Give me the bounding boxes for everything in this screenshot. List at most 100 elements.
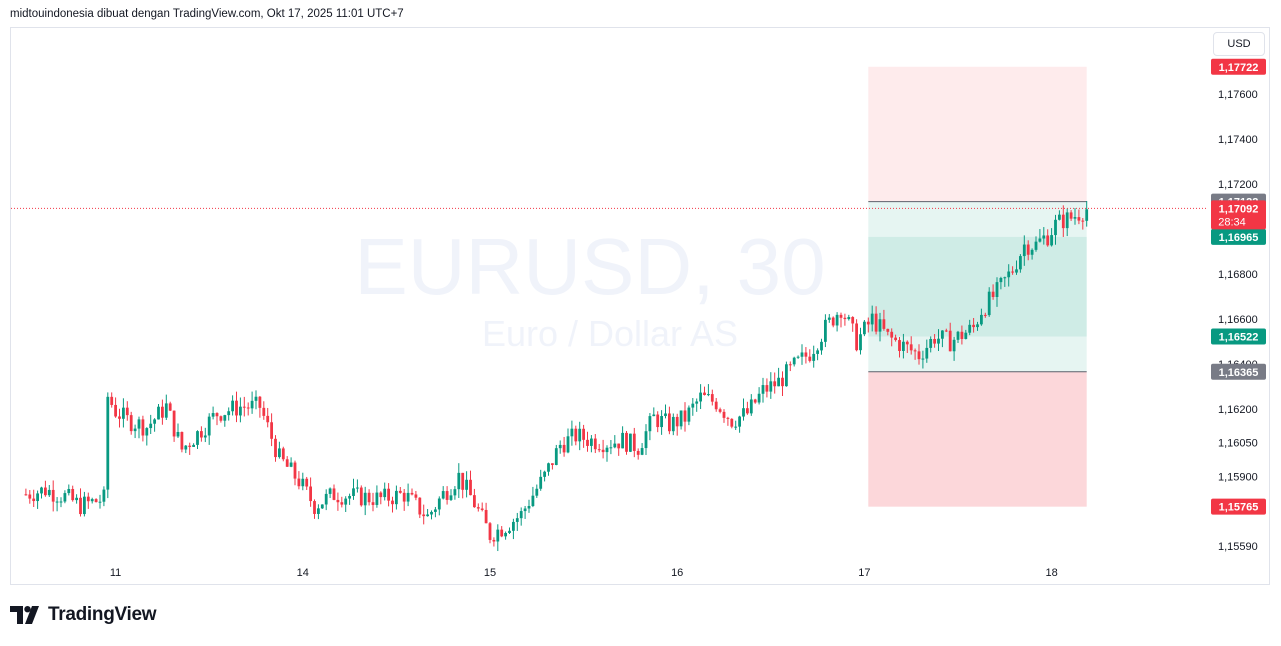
candle [882,309,886,331]
candle-body [266,415,270,423]
candle [356,479,359,493]
stop-loss-zone[interactable] [868,66,1087,202]
chart-frame[interactable] [10,27,1270,585]
candle-body [141,419,145,436]
candle-body [644,431,648,449]
candle-body [246,407,250,409]
price-label-text: 1,16365 [1219,367,1259,379]
candle-body [356,487,359,489]
candle [948,322,952,352]
candle-body [145,428,149,436]
price-tick-label: 1,17200 [1218,179,1258,191]
candle-body [804,352,808,357]
candle-body [157,406,160,420]
candle-body [718,409,722,412]
candle-body [320,504,324,509]
candle-body [746,408,749,414]
candle-body [504,532,507,537]
candle-body [32,498,36,502]
candle [894,334,897,342]
candle-body [340,502,344,505]
candle-body [1030,249,1034,255]
candle [426,509,429,517]
candle [902,333,905,359]
candle-body [800,352,804,357]
candle-body [250,400,254,409]
candle-body [730,418,734,427]
candle-body [348,495,351,499]
candle-body [902,341,905,351]
inner-target-zone[interactable] [868,236,1087,337]
candle-body [480,508,484,510]
price-axis[interactable]: 1,178001,176001,174001,172001,168001,166… [1218,44,1258,553]
candle [777,367,780,387]
candle-body [254,396,258,401]
candle [293,460,297,486]
candle-body [1073,217,1077,219]
candle [67,484,71,496]
candle-body [660,416,663,428]
candle [913,348,917,360]
candle [855,319,858,352]
candle-body [664,413,667,417]
candle-body [336,499,340,503]
candle [387,483,390,507]
candle-body [445,491,449,500]
lower-target-zone[interactable] [868,371,1087,507]
candle-body [788,364,792,366]
candle-body [933,338,936,344]
candle [457,463,461,499]
candle [870,305,874,332]
candle [125,401,129,421]
price-label: 1,17722 [1211,58,1266,75]
candle [1030,248,1034,260]
candle-body [679,410,683,427]
candle [410,488,414,496]
price-label-text: 1,15765 [1219,502,1259,514]
candle-body [258,396,262,408]
candle [1022,235,1026,266]
candle [937,329,940,352]
candle-body [301,478,305,487]
candle-body [270,422,273,439]
candle-body [948,330,952,352]
candle-body [695,401,699,404]
candle-body [605,447,609,453]
candle-body [570,428,574,437]
candle-body [687,407,691,422]
candle [161,399,164,425]
candle-body [886,328,890,332]
candle [36,490,39,509]
candle [352,478,355,500]
candle [800,344,804,365]
candle [1026,240,1030,261]
tradingview-logo[interactable]: TradingView [10,604,157,626]
candle-body [313,501,316,514]
time-tick-label: 11 [110,567,121,579]
candle [644,424,648,456]
candle [437,496,441,516]
candle [239,397,242,423]
candle-body [863,321,866,335]
time-axis[interactable]: 11 14 15 16 17 18 [110,567,1058,579]
candle-body [890,331,894,338]
candle [675,413,679,436]
candle [133,424,137,439]
candle [944,328,948,332]
candle [219,415,223,423]
candle-body [122,407,125,419]
short-position-tool[interactable] [868,66,1087,507]
candle [765,378,769,398]
price-tick-label: 1,16600 [1218,314,1258,326]
candle [203,427,207,443]
candle [847,314,851,321]
candle-body [235,400,238,416]
candle [129,411,133,435]
candle [866,317,870,333]
candle [55,497,59,512]
candle-body [1081,220,1085,222]
candle [972,317,975,333]
currency-button[interactable]: USD [1213,32,1265,56]
candle-body [383,488,387,498]
